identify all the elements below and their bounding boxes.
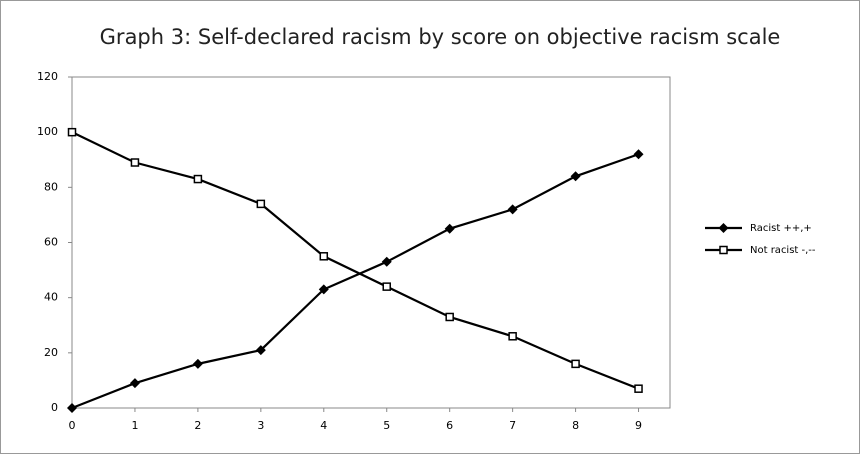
series-line	[71, 153, 639, 410]
y-tick-label: 80	[44, 180, 58, 193]
point	[129, 378, 140, 389]
point	[634, 384, 643, 393]
point	[256, 199, 266, 209]
x-tick-label: 7	[509, 419, 516, 432]
point	[67, 127, 77, 137]
chart-title: Graph 3: Self-declared racism by score o…	[100, 25, 781, 49]
x-tick-label: 9	[635, 419, 642, 432]
point	[571, 359, 580, 369]
legend-label: Racist ++,+	[750, 223, 812, 234]
x-tick-label: 8	[572, 419, 579, 432]
x-tick-label: 6	[446, 419, 453, 432]
series-line	[71, 131, 639, 390]
point	[130, 158, 140, 167]
y-tick-label: 20	[44, 346, 58, 359]
point	[192, 358, 203, 369]
point	[381, 256, 392, 267]
point	[319, 252, 329, 261]
legend-marker	[718, 223, 729, 233]
x-tick-label: 4	[320, 419, 327, 432]
legend-marker	[719, 245, 728, 255]
y-tick-label: 60	[44, 236, 58, 249]
point	[570, 171, 581, 182]
x-tick-label: 2	[194, 419, 201, 432]
point	[255, 345, 266, 356]
x-tick-label: 5	[383, 419, 390, 432]
x-tick-label: 0	[69, 419, 76, 432]
y-tick-label: 40	[44, 291, 58, 304]
point	[633, 149, 644, 160]
point	[67, 403, 77, 413]
point	[318, 284, 329, 295]
y-tick-label: 120	[37, 70, 58, 83]
point	[444, 223, 455, 234]
point	[507, 204, 518, 215]
point	[382, 282, 391, 291]
point	[445, 312, 454, 322]
y-tick-label: 0	[51, 401, 58, 414]
point	[193, 174, 203, 184]
point	[508, 332, 517, 341]
legend-label: Not racist -,--	[750, 245, 816, 256]
x-tick-label: 3	[257, 419, 264, 432]
x-tick-label: 1	[131, 419, 138, 432]
y-tick-label: 100	[37, 125, 58, 138]
